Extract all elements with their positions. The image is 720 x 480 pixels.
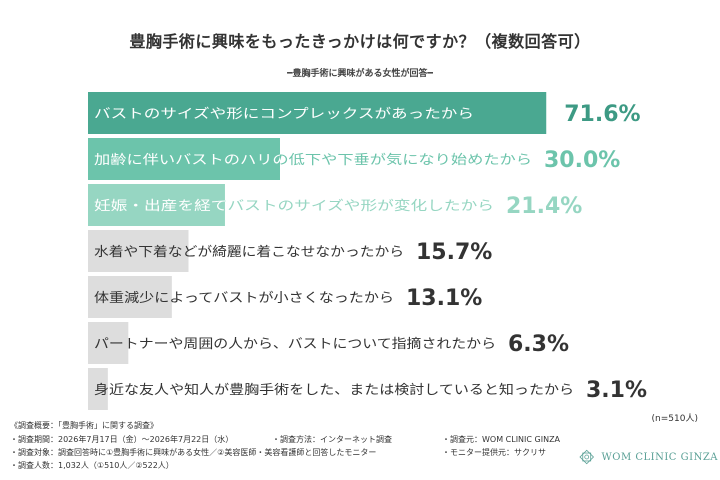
bar-label-3: 妊娠・出産を経てバストのサイズや形が変化したから	[94, 198, 494, 214]
bar-value-7: 3.1%	[586, 378, 647, 403]
bar-label-inner-3: 妊娠・出産を経てバストのサイズや形が変化したから	[94, 198, 494, 214]
bar-value-6: 6.3%	[508, 332, 569, 357]
survey-method: ・調査方法：インターネット調査	[272, 435, 392, 444]
bar-value-5: 13.1%	[406, 286, 482, 311]
survey-summary: 《調査概要：「豊胸手術」に関する調査》 ・調査期間：2026年7月17日（金）〜…	[10, 420, 710, 480]
bar-label-7: 身近な友人や知人が豊胸手術をした、または検討していると知ったから	[94, 382, 574, 398]
bar-7	[88, 368, 108, 410]
brand-logo: WOM CLINIC GINZA	[578, 446, 718, 468]
bar-label-6: パートナーや周囲の人から、バストについて指摘されたから	[94, 336, 496, 352]
bar-label-5: 体重減少によってバストが小さくなったから	[94, 290, 394, 306]
survey-summary-heading: 《調査概要：「豊胸手術」に関する調査》	[10, 421, 158, 430]
bar-label-2: 加齢に伴いバストのハリの低下や下垂が気になり始めたから	[94, 152, 532, 168]
sample-size-note: (n=510人)	[651, 414, 698, 424]
wom-logo-icon	[579, 449, 595, 465]
bar-value-3: 21.4%	[506, 194, 582, 219]
bar-4	[88, 230, 189, 272]
bar-3	[88, 184, 225, 226]
chart-subtitle: ━豊胸手術に興味がある女性が回答━	[287, 69, 433, 79]
bar-value-1: 71.6%	[564, 102, 640, 127]
survey-target: ・調査対象：調査回答時に①豊胸手術に興味がある女性／②美容医師・美容看護師と回答…	[10, 448, 377, 457]
chart-title: 豊胸手術に興味をもったきっかけは何ですか？（複数回答可）	[129, 32, 591, 51]
bar-2	[88, 138, 280, 180]
monitor-provider: ・モニター提供元：サクリサ	[442, 448, 546, 457]
logo-text: WOM CLINIC GINZA	[601, 451, 718, 463]
bar-label-1: バストのサイズや形にコンプレックスがあったから	[94, 106, 474, 122]
bar-chart: バストのサイズや形にコンプレックスがあったから 71.6% 加齢に伴いバストのハリの…	[88, 92, 647, 410]
survey-count: ・調査人数：1,032人（①510人／②522人）	[10, 461, 174, 470]
bar-1	[88, 92, 547, 134]
bar-label-inner-2: 加齢に伴いバストのハリの低下や下垂が気になり始めたから	[94, 152, 532, 168]
bar-6	[88, 322, 129, 364]
bar-5	[88, 276, 172, 318]
bar-value-2: 30.0%	[544, 148, 620, 173]
survey-period: ・調査期間：2026年7月17日（金）〜2026年7月22日（水）	[10, 435, 234, 444]
bar-value-4: 15.7%	[416, 240, 492, 265]
bar-label-4: 水着や下着などが綺麗に着こなせなかったから	[94, 244, 404, 260]
survey-source: ・調査元：WOM CLINIC GINZA	[442, 435, 561, 444]
